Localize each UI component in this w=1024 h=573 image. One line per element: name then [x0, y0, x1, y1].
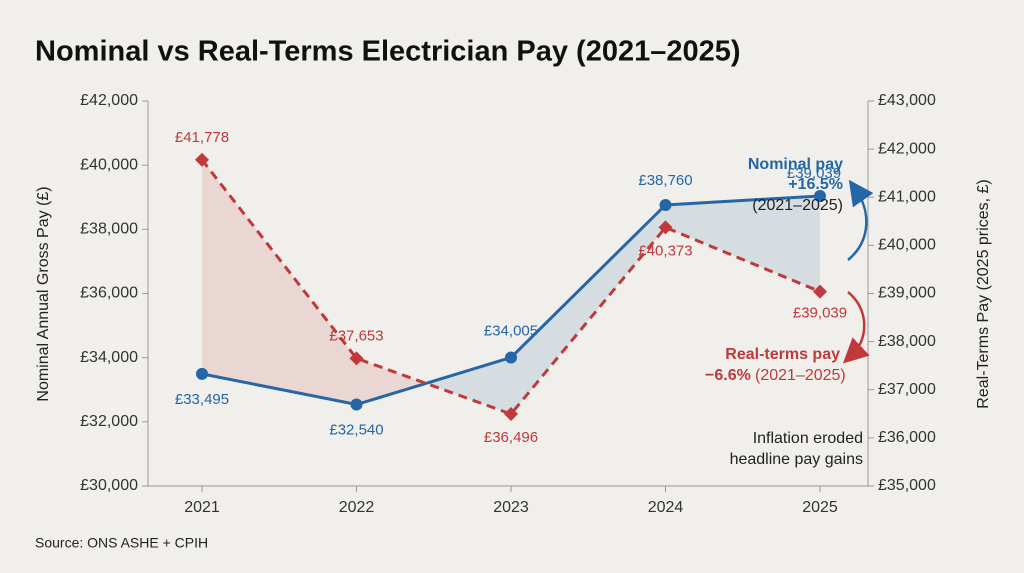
- y2-tick-label: £38,000: [878, 333, 936, 350]
- y-tick-label: £38,000: [80, 221, 138, 238]
- note: Inflation eroded: [753, 430, 863, 447]
- note: headline pay gains: [730, 451, 863, 468]
- y-tick-label: £42,000: [80, 92, 138, 109]
- gap-shade: [665, 195, 820, 292]
- value-label: £34,005: [484, 322, 538, 339]
- y2-tick-label: £39,000: [878, 285, 936, 302]
- x-tick-label: 2024: [648, 499, 684, 516]
- gap-shading: [202, 159, 820, 415]
- value-label: £39,039: [787, 165, 841, 182]
- y-tick-label: £32,000: [80, 413, 138, 430]
- point: [196, 367, 208, 380]
- gap-shade: [356, 358, 426, 405]
- value-label: £33,495: [175, 391, 229, 408]
- value-label: £40,373: [638, 242, 692, 259]
- x-tick-label: 2025: [802, 499, 838, 516]
- annotation-period: (2021–2025): [755, 367, 846, 384]
- y-tick-label: £36,000: [80, 285, 138, 302]
- y-tick-label: £30,000: [80, 477, 138, 494]
- gap-shade: [511, 204, 666, 415]
- point: [505, 351, 517, 364]
- point: [350, 398, 363, 411]
- point: [504, 407, 518, 422]
- y-tick-label: £40,000: [80, 156, 138, 173]
- annotation-period: (2021–2025): [752, 197, 843, 214]
- point: [195, 152, 209, 167]
- point: [813, 284, 827, 299]
- value-label: £36,496: [484, 429, 538, 446]
- y2-tick-label: £40,000: [878, 237, 936, 254]
- series-line: [200, 158, 821, 416]
- y-tick-label: £34,000: [80, 349, 138, 366]
- x-tick-label: 2022: [339, 499, 375, 516]
- value-label: £37,653: [329, 327, 383, 344]
- value-label: £39,039: [793, 305, 847, 322]
- annotation-arrow: [847, 179, 874, 261]
- point: [659, 198, 672, 211]
- value-label: £41,778: [175, 129, 229, 146]
- chart-title: Nominal vs Real-Terms Electrician Pay (2…: [35, 36, 741, 68]
- annotation-value: +16.5%: [788, 176, 843, 193]
- point: [349, 351, 364, 366]
- annotation-label: Nominal pay: [748, 156, 843, 173]
- y2-tick-label: £41,000: [878, 188, 936, 205]
- value-label: £32,540: [329, 421, 383, 438]
- annotation-value: −6.6%: [705, 367, 751, 384]
- y2-tick-label: £37,000: [878, 381, 936, 398]
- gap-shade: [202, 159, 357, 405]
- y2-tick-label: £36,000: [878, 429, 936, 446]
- point: [658, 220, 673, 235]
- annotation-arrow: [842, 291, 870, 364]
- value-label: £38,760: [638, 172, 692, 189]
- y-axis-title: Nominal Annual Gross Pay (£): [35, 186, 52, 401]
- point: [814, 189, 826, 202]
- y2-axis-title: Real-Terms Pay (2025 prices, £): [975, 179, 992, 408]
- annotation-label: Real-terms pay: [725, 346, 840, 363]
- source: Source: ONS ASHE + CPIH: [35, 535, 208, 551]
- y2-tick-label: £35,000: [878, 477, 936, 494]
- y2-tick-label: £42,000: [878, 140, 936, 157]
- x-tick-label: 2023: [493, 499, 529, 516]
- y2-tick-label: £43,000: [878, 92, 936, 109]
- gap-shade: [425, 357, 511, 415]
- x-tick-label: 2021: [184, 499, 220, 516]
- plot-area: £30,000 £32,000 £34,000 £36,000 £38,000 £40,0…: [80, 92, 936, 516]
